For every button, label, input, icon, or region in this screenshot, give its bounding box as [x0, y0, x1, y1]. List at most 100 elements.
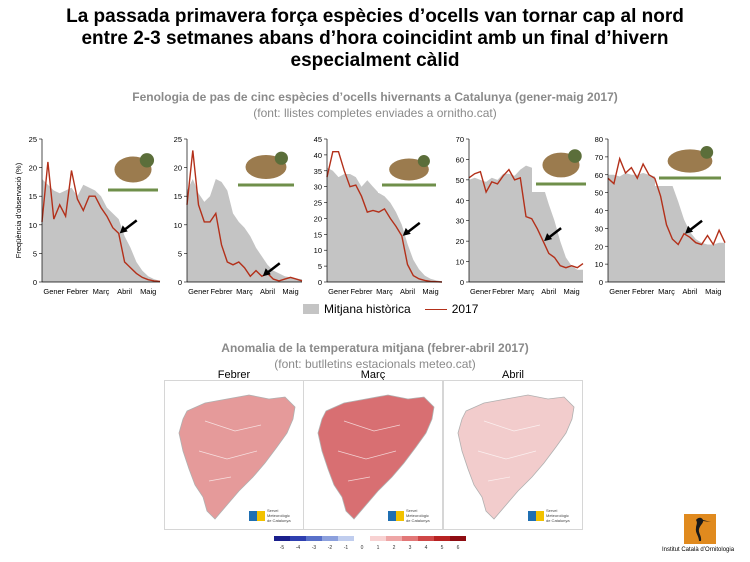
y-tick-label: 5 [178, 249, 182, 258]
comarca-borders [198, 420, 262, 482]
x-tick-label: Febrer [492, 287, 515, 296]
y-tick-label: 70 [456, 135, 464, 144]
legend-label-2017: 2017 [451, 302, 479, 316]
scale-swatch [306, 536, 322, 541]
phenology-title: Fenologia de pas de cinc espècies d’ocel… [132, 90, 618, 104]
heron-icon [695, 517, 711, 541]
x-tick-label: Febrer [632, 287, 655, 296]
legend-swatch-historical [303, 304, 319, 314]
x-tick-label: Maig [282, 287, 298, 296]
chiffchaff-icon [532, 130, 590, 192]
y-axis-label: Freqüència d’observació (%) [14, 162, 23, 258]
chaffinch-icon [655, 128, 725, 186]
x-tick-label: Abril [260, 287, 275, 296]
meteocat-logo-icon [528, 510, 544, 521]
bird-head [568, 149, 582, 163]
catalonia-outline [178, 394, 296, 520]
y-tick-label: 20 [174, 164, 182, 173]
scale-swatch [274, 536, 290, 541]
y-tick-label: 35 [314, 167, 322, 176]
legend-swatch-2017 [424, 308, 447, 310]
scale-swatch [402, 536, 418, 541]
y-tick-label: 5 [33, 249, 37, 258]
map-marc: Servei Meteorològic de Catalunya [303, 380, 443, 530]
smc-logo: Servei Meteorològic de Catalunya [249, 508, 295, 523]
catalonia-map-febrer [178, 394, 296, 520]
bird-head [274, 151, 288, 165]
catalonia-outline [317, 394, 435, 520]
bird-head [417, 155, 430, 168]
chart-panel-2: 0 5 10 15 20 25 Gener Febrer Març Abril Maig [174, 133, 303, 296]
smc-logo-text: Servei Meteorològic de Catalunya [406, 508, 430, 523]
smc-logo: Servei Meteorològic de Catalunya [388, 508, 434, 523]
x-tick-label: Març [236, 287, 253, 296]
x-tick-label: Febrer [66, 287, 89, 296]
scale-swatch [354, 536, 370, 541]
y-tick-label: 10 [456, 258, 464, 267]
series-mitjana-historica-area [327, 167, 442, 282]
scale-label: 3 [409, 545, 412, 551]
y-tick-label: 0 [33, 278, 37, 287]
scale-label: -3 [312, 545, 317, 551]
y-tick-label: 0 [318, 278, 322, 287]
y-tick-label: 30 [456, 217, 464, 226]
y-tick-label: 10 [314, 246, 322, 255]
y-tick-label: 30 [595, 224, 603, 233]
ico-caption: Institut Català d’Ornitologia [662, 547, 735, 553]
arrow-icon [265, 262, 281, 275]
headline-line-1: La passada primavera força espècies d’oc… [66, 6, 684, 27]
series-2017-line [607, 156, 726, 247]
series-2017-line [326, 150, 443, 283]
x-tick-label: Abril [682, 287, 697, 296]
catalonia-map-marc [317, 394, 435, 520]
y-tick-label: 15 [174, 192, 182, 201]
y-tick-label: 80 [595, 135, 603, 144]
map-label-abril: Abril [501, 369, 524, 381]
scale-label: 6 [457, 545, 460, 551]
scale-label: 1 [377, 545, 380, 551]
scale-label: 5 [441, 545, 444, 551]
smc-logo-text: Servei Meteorològic de Catalunya [546, 508, 570, 523]
series-2017-line [186, 150, 303, 282]
bird-head [139, 153, 155, 168]
comarca-borders [477, 420, 541, 482]
x-tick-label: Abril [117, 287, 132, 296]
smc-logo-text: Servei Meteorològic de Catalunya [267, 508, 291, 523]
arrow-head-icon [402, 227, 411, 236]
scale-label: 4 [425, 545, 428, 551]
scale-label: -4 [296, 545, 301, 551]
y-tick-label: 0 [178, 278, 182, 287]
arrow-icon [122, 219, 138, 232]
y-tick-label: 40 [595, 207, 603, 216]
x-tick-label: Maig [140, 287, 156, 296]
x-tick-label: Gener [328, 287, 349, 296]
headline-line-2: entre 2-3 setmanes abans d’hora coincidi… [81, 28, 669, 49]
y-tick-label: 40 [314, 151, 322, 160]
anomaly-color-scale: -5 -4 -3 -2 -1 0 1 2 3 4 5 6 [274, 536, 466, 551]
teal-duck-icon [104, 133, 162, 198]
arrow-icon [688, 219, 703, 232]
meteocat-logo-icon [249, 510, 265, 521]
chart-panel-1: 0 5 10 15 20 25 Gener Febrer Març Abril Maig Freqüè… [14, 133, 162, 296]
y-tick-label: 20 [595, 242, 603, 251]
series-2017-line [41, 161, 161, 283]
map-label-febrer: Febrer [217, 369, 251, 381]
x-tick-label: Gener [43, 287, 64, 296]
series-mitjana-historica-area [187, 179, 302, 282]
series-mitjana-historica-area [469, 165, 583, 282]
y-tick-label: 25 [174, 135, 182, 144]
catalonia-outline [457, 394, 575, 520]
y-tick-label: 50 [456, 176, 464, 185]
scale-label: -1 [344, 545, 349, 551]
arrow-icon [405, 221, 421, 234]
y-tick-label: 70 [595, 153, 603, 162]
bird-head [700, 145, 714, 159]
chart-panel-5: 0 10 20 30 40 50 60 70 80 Gener Febrer Març Abril Mai… [595, 128, 726, 296]
y-tick-label: 20 [456, 237, 464, 246]
scale-swatch [418, 536, 434, 541]
x-tick-label: Gener [188, 287, 209, 296]
x-tick-label: Març [376, 287, 393, 296]
y-tick-label: 20 [314, 214, 322, 223]
y-tick-label: 15 [29, 192, 37, 201]
